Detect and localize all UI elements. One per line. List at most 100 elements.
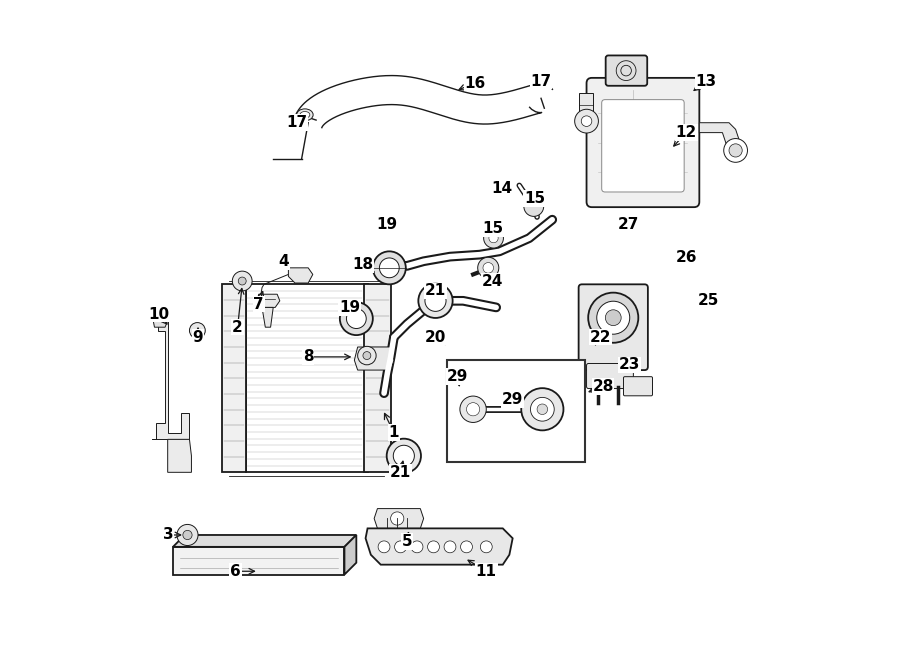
Polygon shape	[262, 307, 274, 327]
Text: 8: 8	[303, 350, 313, 364]
FancyBboxPatch shape	[602, 100, 684, 192]
Circle shape	[190, 323, 205, 338]
Text: 27: 27	[617, 217, 639, 233]
Bar	[579, 93, 593, 116]
Circle shape	[393, 446, 414, 467]
Text: 18: 18	[353, 257, 374, 272]
Circle shape	[411, 541, 423, 553]
Circle shape	[478, 257, 499, 278]
Circle shape	[724, 139, 748, 163]
Text: 22: 22	[590, 330, 611, 344]
Circle shape	[418, 284, 453, 318]
Circle shape	[521, 388, 563, 430]
Bar	[246, 284, 367, 473]
Polygon shape	[167, 440, 192, 473]
Text: 12: 12	[676, 125, 697, 140]
Polygon shape	[173, 535, 356, 547]
Text: 21: 21	[425, 284, 446, 298]
Polygon shape	[257, 294, 280, 307]
Circle shape	[340, 302, 373, 335]
Polygon shape	[173, 547, 345, 574]
Text: 3: 3	[163, 527, 174, 543]
Circle shape	[581, 116, 592, 126]
Text: 5: 5	[401, 534, 412, 549]
Text: 26: 26	[675, 251, 697, 266]
Circle shape	[530, 397, 554, 421]
Circle shape	[461, 541, 472, 553]
Circle shape	[537, 404, 547, 414]
FancyBboxPatch shape	[587, 78, 699, 207]
Text: 14: 14	[491, 181, 512, 196]
Circle shape	[428, 541, 439, 553]
Text: 13: 13	[696, 73, 716, 89]
Circle shape	[606, 310, 621, 326]
Circle shape	[394, 541, 407, 553]
Circle shape	[460, 396, 486, 422]
Text: 15: 15	[482, 221, 503, 236]
Circle shape	[589, 293, 638, 343]
Text: 1: 1	[389, 425, 400, 440]
Text: 9: 9	[193, 330, 203, 344]
Text: 10: 10	[148, 307, 169, 321]
Circle shape	[575, 109, 598, 133]
Bar	[446, 360, 585, 463]
Circle shape	[380, 258, 400, 278]
Text: 29: 29	[502, 392, 524, 407]
Bar	[364, 284, 391, 473]
Circle shape	[363, 352, 371, 360]
Ellipse shape	[300, 112, 310, 118]
Circle shape	[524, 196, 544, 216]
Text: 29: 29	[447, 369, 469, 384]
Text: 21: 21	[390, 465, 411, 480]
Text: 4: 4	[278, 254, 289, 269]
Circle shape	[387, 439, 421, 473]
Text: 6: 6	[230, 564, 241, 579]
Text: 2: 2	[232, 320, 243, 334]
Text: 20: 20	[425, 330, 446, 344]
FancyBboxPatch shape	[579, 284, 648, 370]
Polygon shape	[345, 535, 356, 574]
Circle shape	[481, 541, 492, 553]
Polygon shape	[152, 317, 190, 440]
Polygon shape	[288, 268, 313, 283]
Polygon shape	[365, 528, 513, 564]
Circle shape	[444, 541, 456, 553]
Circle shape	[489, 233, 499, 243]
FancyBboxPatch shape	[587, 364, 634, 389]
Circle shape	[483, 262, 493, 273]
FancyBboxPatch shape	[606, 56, 647, 86]
Polygon shape	[374, 508, 424, 528]
Polygon shape	[699, 123, 742, 153]
Circle shape	[232, 271, 252, 291]
Circle shape	[729, 144, 742, 157]
Text: 24: 24	[482, 274, 504, 289]
Circle shape	[483, 228, 503, 248]
Polygon shape	[153, 314, 167, 327]
Circle shape	[391, 512, 404, 525]
Text: 7: 7	[254, 297, 264, 311]
Circle shape	[378, 541, 390, 553]
Text: 19: 19	[339, 300, 360, 315]
Text: 19: 19	[377, 217, 398, 233]
Circle shape	[346, 309, 366, 329]
Circle shape	[238, 277, 247, 285]
Text: 11: 11	[476, 564, 497, 579]
Circle shape	[373, 251, 406, 284]
Circle shape	[466, 403, 480, 416]
Text: 15: 15	[524, 191, 545, 206]
Circle shape	[177, 524, 198, 545]
FancyBboxPatch shape	[624, 377, 652, 396]
Text: 25: 25	[698, 293, 719, 308]
Circle shape	[357, 346, 376, 365]
Text: 16: 16	[464, 75, 486, 91]
Text: 28: 28	[592, 379, 614, 394]
Circle shape	[597, 301, 630, 334]
Circle shape	[183, 530, 192, 539]
Text: 17: 17	[286, 115, 308, 130]
Bar	[222, 284, 246, 473]
Polygon shape	[355, 347, 394, 370]
Text: 17: 17	[530, 73, 552, 89]
Text: 23: 23	[618, 358, 640, 372]
Circle shape	[425, 290, 446, 311]
Ellipse shape	[297, 109, 313, 121]
